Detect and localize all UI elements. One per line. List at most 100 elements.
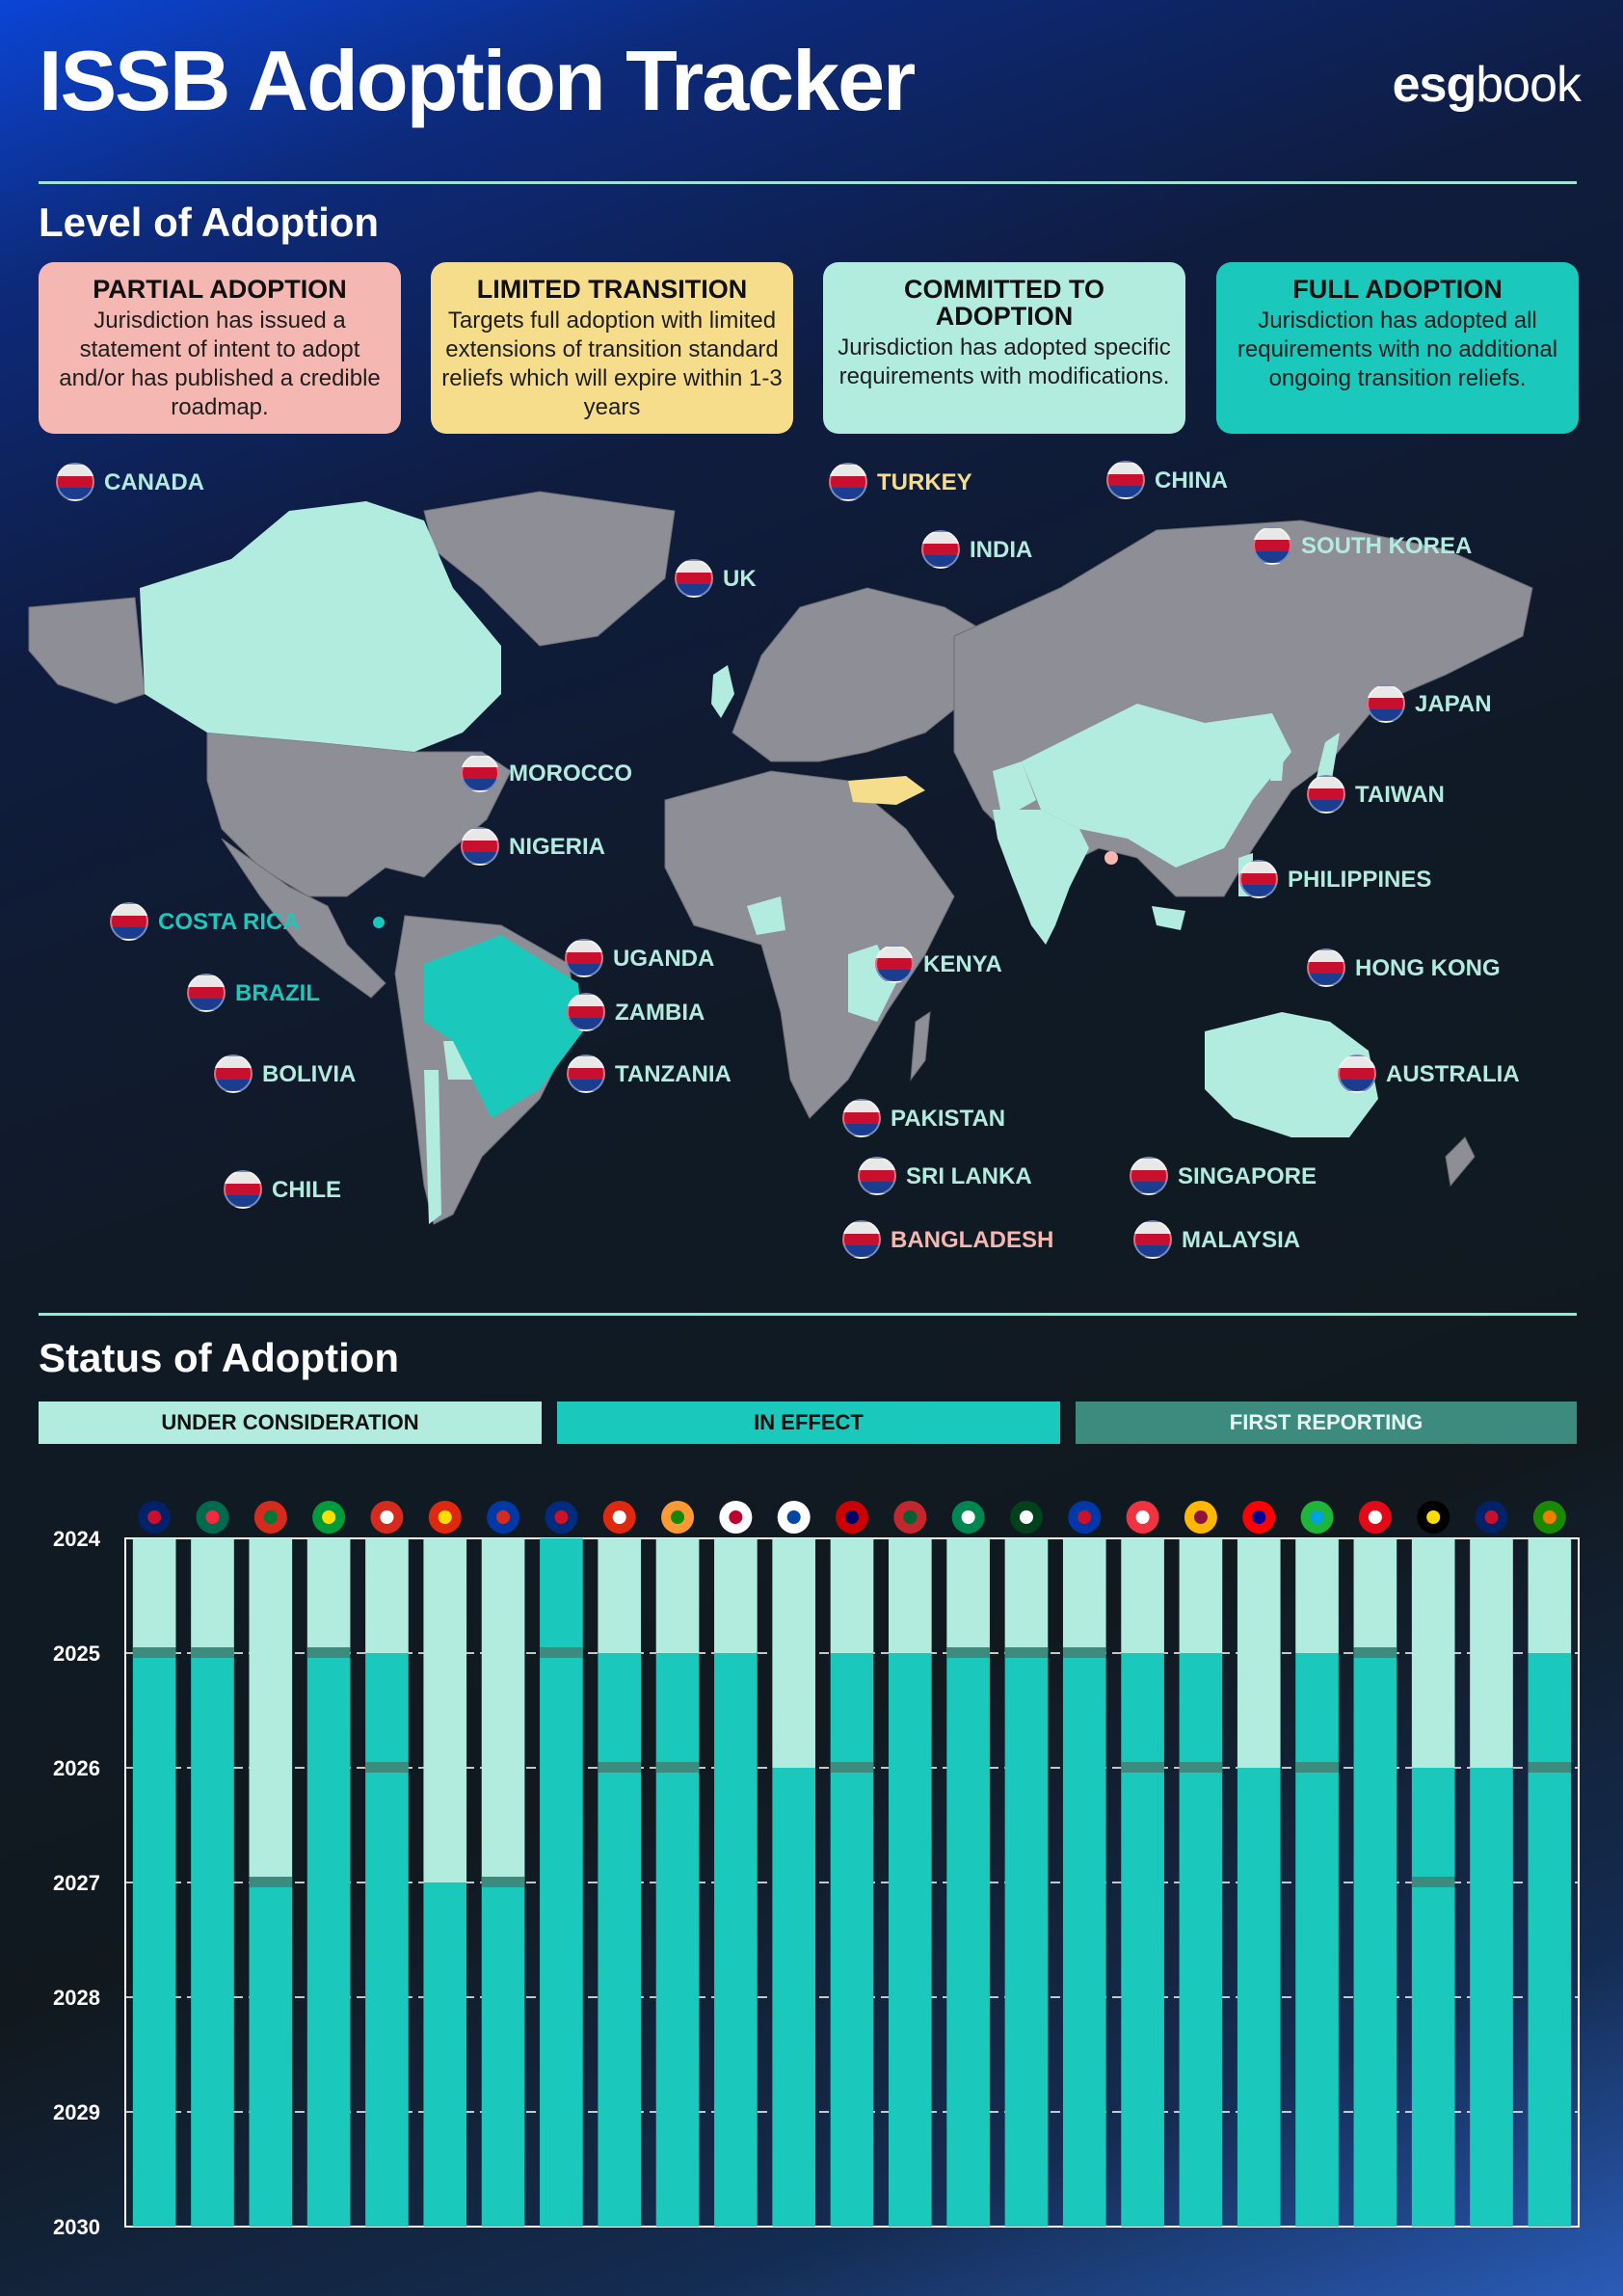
flag-icon [836, 1501, 868, 1534]
flag-icon [138, 1501, 172, 1534]
flag-icon [1239, 860, 1278, 898]
legend-desc: Jurisdiction has adopted all requirement… [1237, 307, 1558, 391]
flag-icon [1300, 1501, 1334, 1534]
flag-icon [951, 1501, 985, 1534]
flag-icon [487, 1501, 520, 1534]
status-legend-first-reporting: FIRST REPORTING [1076, 1402, 1577, 1444]
first-reporting-marker [365, 1762, 409, 1773]
bar-under-consideration [249, 1538, 293, 1882]
divider [39, 1313, 1577, 1316]
country-label: AUSTRALIA [1386, 1061, 1520, 1087]
flag-icon [187, 974, 226, 1012]
flag-icon [842, 1220, 881, 1259]
flag-icon [602, 1501, 636, 1534]
bar-in-effect [1470, 1768, 1513, 2227]
country-label: KENYA [923, 951, 1002, 977]
flag-icon [1106, 461, 1145, 499]
country-label: UGANDA [613, 946, 715, 972]
country-label: BRAZIL [235, 980, 320, 1006]
flag-icon [428, 1501, 462, 1534]
flag-icon [1126, 1501, 1159, 1534]
bar-in-effect [481, 1882, 525, 2227]
map-korea [1270, 757, 1284, 781]
bar-under-consideration [1353, 1538, 1397, 1653]
country-label: JAPAN [1415, 691, 1492, 717]
bar-under-consideration [423, 1538, 467, 1882]
first-reporting-marker [1062, 1647, 1106, 1658]
bar-under-consideration [365, 1538, 409, 1653]
map-brazil [424, 935, 583, 1118]
legend-limited-transition: LIMITED TRANSITION Targets full adoption… [431, 262, 793, 434]
flag-icon [1184, 1501, 1217, 1534]
bar-under-consideration [1062, 1538, 1106, 1653]
map-bangladesh [1104, 851, 1118, 865]
flag-icon [777, 1501, 811, 1534]
country-label: PAKISTAN [891, 1106, 1006, 1132]
flag-icon [567, 993, 605, 1031]
legend-title: FULL ADOPTION [1292, 275, 1503, 304]
flag-icon [875, 945, 914, 983]
bar-under-consideration [714, 1538, 758, 1653]
flag-icon [461, 754, 499, 792]
flag-icon [842, 1099, 881, 1137]
legend-title: LIMITED TRANSITION [476, 275, 748, 304]
flag-icon [1133, 1220, 1172, 1259]
bar-in-effect [1062, 1653, 1106, 2227]
country-label: COSTA RICA [158, 909, 300, 935]
bar-under-consideration [946, 1538, 990, 1653]
bar-under-consideration [132, 1538, 176, 1653]
y-tick-label: 2027 [53, 1871, 100, 1895]
legend-title: COMMITTED TO ADOPTION [904, 275, 1104, 331]
country-label: INDIA [970, 537, 1033, 563]
first-reporting-marker [1295, 1762, 1339, 1773]
country-label: TAIWAN [1355, 782, 1445, 808]
bar-in-effect [714, 1653, 758, 2227]
bar-in-effect [830, 1653, 874, 2227]
map-nigeria [747, 896, 785, 935]
country-label: BOLIVIA [262, 1061, 357, 1087]
bar-under-consideration [1179, 1538, 1223, 1653]
bar-in-effect [598, 1653, 642, 2227]
country-label: TANZANIA [615, 1061, 732, 1087]
flag-icon [661, 1501, 695, 1534]
country-label: SINGAPORE [1178, 1163, 1317, 1189]
flag-icon [56, 463, 94, 501]
bar-in-effect [1353, 1653, 1397, 2227]
flag-icon [565, 939, 603, 977]
y-tick-label: 2026 [53, 1756, 100, 1780]
country-label: PHILIPPINES [1288, 867, 1432, 893]
flag-icon [110, 902, 148, 941]
bar-in-effect [1295, 1653, 1339, 2227]
legend-desc: Targets full adoption with limited exten… [441, 307, 783, 420]
country-label: SRI LANKA [906, 1163, 1032, 1189]
country-label: MALAYSIA [1182, 1227, 1301, 1253]
bar-in-effect [1237, 1768, 1281, 2227]
bar-under-consideration [306, 1538, 351, 1653]
first-reporting-marker [946, 1647, 990, 1658]
bar-in-effect [889, 1653, 932, 2227]
bar-in-effect [655, 1653, 700, 2227]
flag-icon [829, 463, 867, 501]
first-reporting-marker [1528, 1762, 1572, 1773]
flag-icon [1009, 1501, 1043, 1534]
bar-in-effect [1121, 1653, 1164, 2227]
bar-under-consideration [830, 1538, 874, 1653]
country-label: CHINA [1155, 467, 1228, 494]
bar-in-effect [946, 1653, 990, 2227]
flag-icon [1367, 684, 1405, 723]
flag-icon [1358, 1501, 1392, 1534]
first-reporting-marker [191, 1647, 234, 1658]
flag-icon [1068, 1501, 1102, 1534]
flag-icon [921, 530, 960, 569]
bar-under-consideration [1470, 1538, 1513, 1768]
esgbook-logo: esgbook [1392, 57, 1582, 113]
bar-in-effect [1004, 1653, 1049, 2227]
map-pakistan [993, 761, 1036, 819]
world-map [28, 491, 1533, 1225]
flag-icon [1242, 1501, 1276, 1534]
status-chart: 2024 2025 2026 2027 2028 2029 2030 [53, 1501, 1580, 2236]
bar-under-consideration [1528, 1538, 1572, 1653]
flag-icon [893, 1501, 927, 1534]
first-reporting-marker [1411, 1877, 1455, 1887]
country-label: UK [723, 566, 757, 592]
